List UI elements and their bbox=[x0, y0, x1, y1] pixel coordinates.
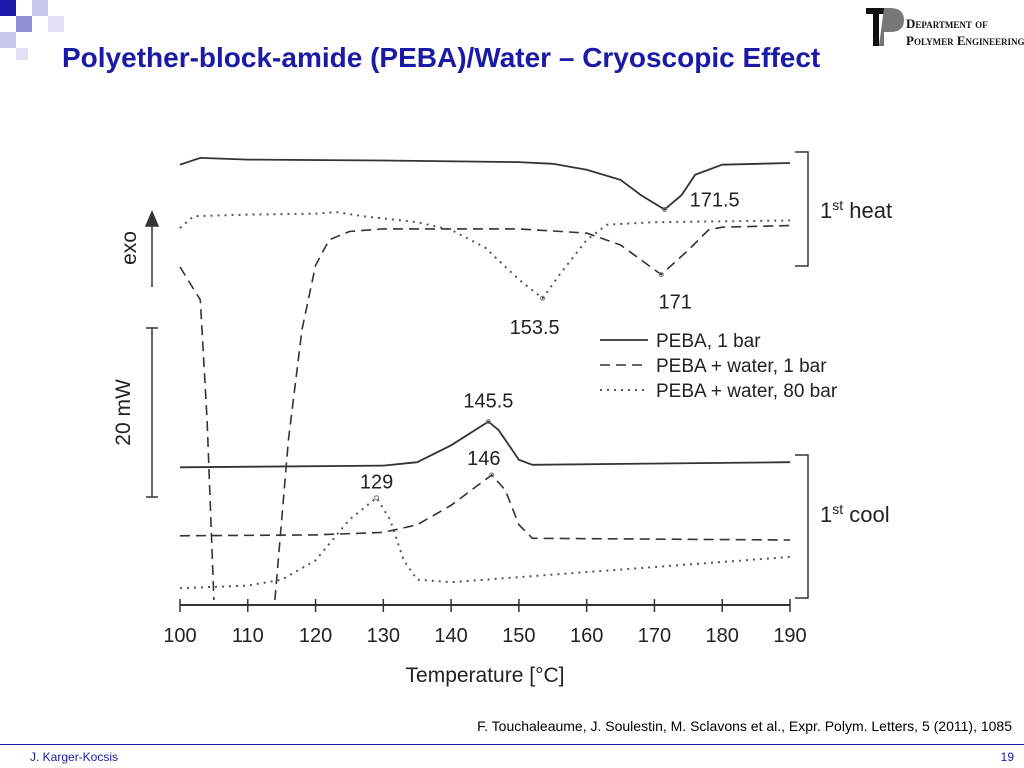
footer-line bbox=[0, 744, 1024, 745]
peak-label: 153.5 bbox=[510, 317, 560, 339]
bracket-text: heat bbox=[843, 198, 892, 223]
exo-label: exo bbox=[118, 231, 141, 265]
exo-arrow bbox=[144, 210, 160, 287]
logo-text: Polymer Engineering bbox=[906, 33, 1024, 48]
scale-bar-label: 20 mW bbox=[112, 379, 135, 446]
heat-label: 1st heat bbox=[820, 197, 892, 223]
x-tick-label: 150 bbox=[502, 625, 535, 647]
bracket bbox=[795, 151, 809, 599]
logo-text: Department of bbox=[906, 16, 988, 31]
x-tick-label: 180 bbox=[706, 625, 739, 647]
curve bbox=[179, 496, 791, 590]
peak-marker bbox=[485, 419, 491, 425]
x-tick-label: 110 bbox=[232, 625, 264, 647]
x-tick-label: 120 bbox=[299, 625, 332, 647]
legend-label: PEBA + water, 1 bar bbox=[656, 356, 827, 377]
bracket-text: cool bbox=[843, 502, 889, 527]
footer-author: J. Karger-Kocsis bbox=[30, 750, 119, 764]
slide-title: Polyether-block-amide (PEBA)/Water – Cry… bbox=[62, 42, 821, 73]
x-tick-label: 170 bbox=[638, 625, 671, 647]
curve bbox=[179, 473, 791, 541]
peak-label: 171 bbox=[659, 292, 692, 314]
x-tick-label: 160 bbox=[570, 625, 603, 647]
bracket-text: 1 bbox=[820, 198, 832, 223]
bracket-text: st bbox=[832, 501, 843, 517]
decoration bbox=[0, 0, 64, 60]
curve bbox=[179, 156, 791, 211]
bracket-text: 1 bbox=[820, 502, 832, 527]
peak-label: 146 bbox=[467, 448, 500, 470]
x-tick-label: 130 bbox=[367, 625, 400, 647]
cool-label: 1st cool bbox=[820, 501, 890, 527]
legend-label: PEBA, 1 bar bbox=[656, 331, 761, 352]
logo: Department of Polymer Engineering bbox=[866, 8, 1024, 48]
scale-bar bbox=[146, 327, 158, 498]
citation: F. Touchaleaume, J. Soulestin, M. Sclavo… bbox=[477, 718, 1012, 734]
peak-marker bbox=[662, 206, 668, 212]
x-tick-label: 190 bbox=[773, 625, 806, 647]
legend-label: PEBA + water, 80 bar bbox=[656, 381, 838, 402]
x-tick-label: 140 bbox=[434, 625, 467, 647]
curve bbox=[179, 224, 791, 601]
page-number: 19 bbox=[1000, 750, 1014, 764]
peak-marker bbox=[540, 295, 546, 301]
peak-label: 171.5 bbox=[690, 189, 740, 211]
peak-marker bbox=[489, 472, 495, 478]
peak-marker bbox=[374, 495, 380, 501]
curve bbox=[179, 420, 791, 469]
curve bbox=[179, 210, 791, 300]
x-tick-label: 100 bbox=[163, 625, 196, 647]
x-axis-title: Temperature [°C] bbox=[406, 664, 565, 687]
peak-label: 145.5 bbox=[463, 391, 513, 413]
peak-marker bbox=[658, 272, 664, 278]
bracket-text: st bbox=[832, 197, 843, 213]
peak-label: 129 bbox=[360, 472, 393, 494]
